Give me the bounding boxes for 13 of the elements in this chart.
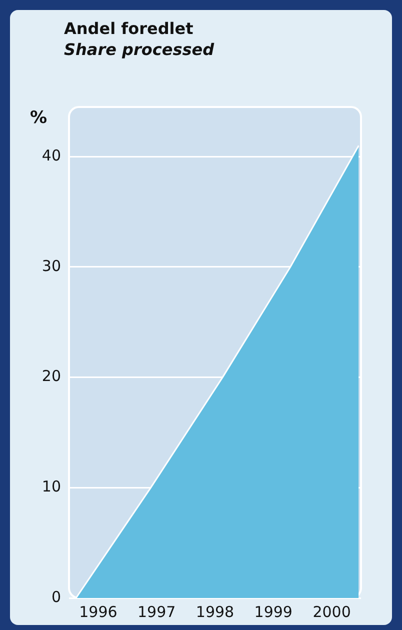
- y-tick-label: 30: [42, 256, 61, 275]
- y-axis-title: %: [30, 108, 48, 128]
- x-tick-label: 1998: [196, 602, 234, 621]
- x-tick-label: 1997: [138, 602, 176, 621]
- chart-title: Andel foredlet: [64, 18, 194, 39]
- y-tick-label: 40: [42, 146, 61, 165]
- y-tick-label: 0: [51, 588, 61, 606]
- x-tick-label: 1999: [254, 602, 292, 621]
- chart-subtitle: Share processed: [64, 39, 214, 60]
- x-tick-label: 2000: [312, 602, 351, 621]
- y-tick-label: 20: [42, 367, 61, 386]
- x-tick-label: 1996: [79, 602, 118, 621]
- y-tick-label: 10: [42, 478, 61, 496]
